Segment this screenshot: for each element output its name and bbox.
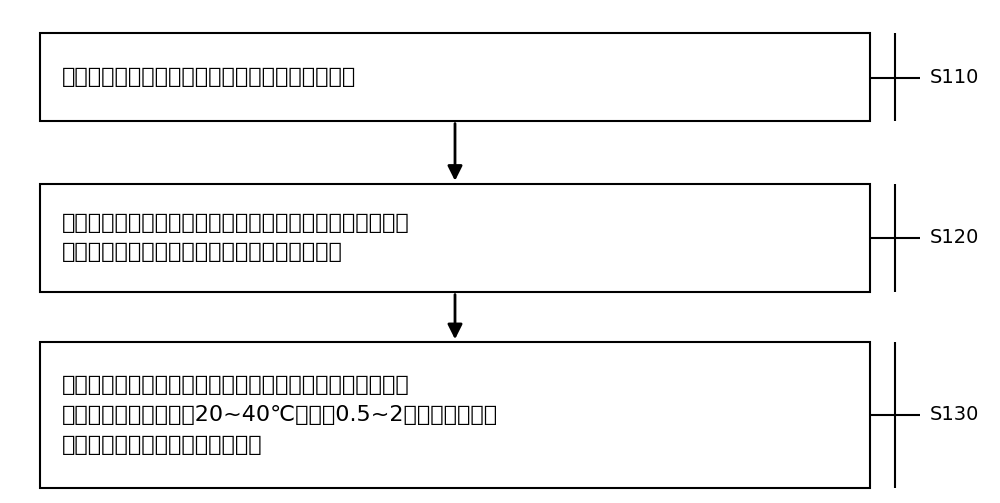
- FancyBboxPatch shape: [40, 184, 870, 292]
- Text: 制备表面带负电荷的羧基化聚苯乙烯微球的分散液: 制备表面带负电荷的羧基化聚苯乙烯微球的分散液: [62, 67, 356, 87]
- Text: S120: S120: [930, 228, 979, 247]
- Text: S130: S130: [930, 405, 979, 425]
- FancyBboxPatch shape: [40, 342, 870, 488]
- Text: S110: S110: [930, 68, 979, 88]
- FancyBboxPatch shape: [40, 33, 870, 121]
- Text: 将表面带负电荷的羧基化聚苯乙烯微球的分散液与氯化亚锡
溶液混合均匀，得到锡化聚苯乙烯微球的分散液: 将表面带负电荷的羧基化聚苯乙烯微球的分散液与氯化亚锡 溶液混合均匀，得到锡化聚苯…: [62, 213, 410, 263]
- Text: 向锡化聚苯乙烯微球的分散液中依次加入银氨溶液及还原剂
得到混合液，混合液于20~40℃下反应0.5~2小时，生成具有
表面增强拉曼散射效应的基底材料: 向锡化聚苯乙烯微球的分散液中依次加入银氨溶液及还原剂 得到混合液，混合液于20~…: [62, 375, 498, 455]
